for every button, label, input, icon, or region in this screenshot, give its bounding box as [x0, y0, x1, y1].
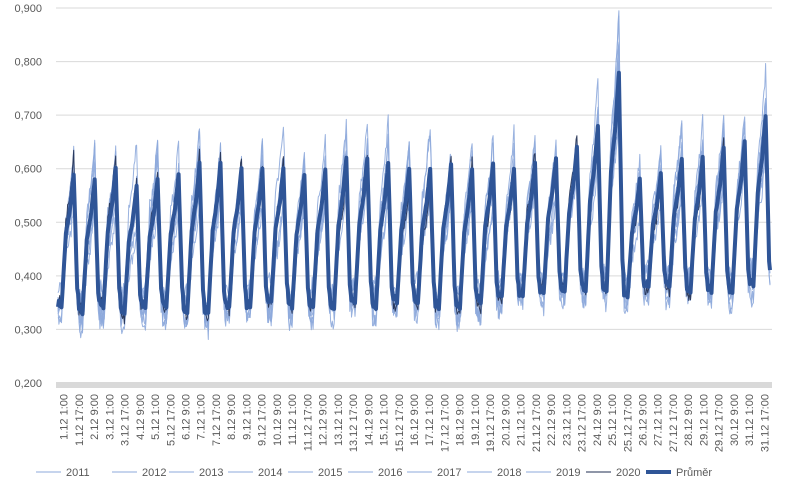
- x-tick-label: 25.12 1:00: [607, 394, 619, 446]
- y-tick-label: 0,600: [14, 164, 42, 176]
- x-tick-label: 29.12 1:00: [698, 394, 710, 446]
- legend-entry: 2014: [258, 467, 282, 479]
- x-tick-label: 5.12 1:00: [150, 394, 162, 440]
- x-tick-label: 9.12 17:00: [257, 394, 269, 446]
- x-tick-label: 17.12 17:00: [439, 394, 451, 452]
- x-tick-label: 16.12 9:00: [409, 394, 421, 446]
- x-tick-label: 11.12 17:00: [302, 394, 314, 451]
- legend-entry: 2020: [616, 467, 640, 479]
- legend-entry: 2019: [556, 467, 580, 479]
- x-tick-label: 3.12 17:00: [120, 394, 132, 446]
- x-tick-label: 5.12 17:00: [165, 394, 177, 446]
- y-tick-label: 0,800: [14, 57, 42, 69]
- legend-entry: 2011: [66, 467, 90, 479]
- x-tick-label: 15.12 17:00: [394, 394, 406, 452]
- x-axis-line: [56, 382, 772, 388]
- x-tick-label: 14.12 9:00: [363, 394, 375, 446]
- x-tick-label: 31.12 17:00: [759, 394, 771, 452]
- x-tick-label: 4.12 9:00: [135, 394, 147, 440]
- x-tick-label: 1.12 1:00: [59, 394, 71, 440]
- x-tick-label: 30.12 9:00: [729, 394, 741, 446]
- x-tick-label: 27.12 17:00: [668, 394, 680, 452]
- x-tick-label: 23.12 1:00: [561, 394, 573, 446]
- x-axis: 1.12 1:00 1.12 17:00 2.12 9:00 3.12 1:00 3.1…: [59, 394, 772, 452]
- x-tick-label: 25.12 17:00: [622, 394, 634, 452]
- x-tick-label: 13.12 17:00: [348, 394, 360, 452]
- y-tick-label: 0,200: [14, 378, 42, 390]
- x-tick-label: 12.12 9:00: [318, 394, 330, 446]
- x-tick-label: 9.12 1:00: [241, 394, 253, 440]
- x-tick-label: 17.12 1:00: [424, 394, 436, 446]
- y-tick-label: 0,900: [14, 3, 42, 15]
- x-tick-label: 27.12 1:00: [653, 394, 665, 446]
- x-tick-label: 20.12 9:00: [500, 394, 512, 446]
- x-tick-label: 15.12 1:00: [379, 394, 391, 446]
- y-tick-label: 0,300: [14, 324, 42, 336]
- series-line: [56, 70, 772, 317]
- x-tick-label: 19.12 1:00: [470, 394, 482, 446]
- x-tick-label: 18.12 9:00: [455, 394, 467, 446]
- legend: 2011 2012 2013 2014 2015 2016 2017 2018 2019 2020…: [36, 467, 712, 479]
- x-tick-label: 23.12 17:00: [577, 394, 589, 452]
- x-tick-label: 8.12 9:00: [226, 394, 238, 440]
- x-tick-label: 7.12 1:00: [196, 394, 208, 440]
- legend-entry: 2017: [437, 467, 461, 479]
- x-tick-label: 11.12 1:00: [287, 394, 299, 445]
- y-tick-label: 0,400: [14, 271, 42, 283]
- series-lines: [56, 10, 772, 340]
- x-tick-label: 21.12 1:00: [516, 394, 528, 446]
- x-tick-label: 31.12 1:00: [744, 394, 756, 446]
- x-tick-label: 10.12 9:00: [272, 394, 284, 446]
- x-tick-label: 3.12 1:00: [104, 394, 116, 440]
- x-tick-label: 2.12 9:00: [89, 394, 101, 440]
- x-tick-label: 13.12 1:00: [333, 394, 345, 446]
- y-tick-label: 0,500: [14, 217, 42, 229]
- x-tick-label: 21.12 17:00: [531, 394, 543, 452]
- x-tick-label: 19.12 17:00: [485, 394, 497, 452]
- y-axis: 0,200 0,300 0,400 0,500 0,600 0,700 0,800 0,900: [14, 3, 42, 390]
- legend-entry: 2015: [318, 467, 342, 479]
- legend-entry: 2013: [199, 467, 223, 479]
- legend-entry: 2018: [497, 467, 521, 479]
- x-tick-label: 6.12 9:00: [180, 394, 192, 440]
- x-tick-label: 29.12 17:00: [714, 394, 726, 452]
- legend-entry: 2016: [378, 467, 402, 479]
- y-tick-label: 0,700: [14, 110, 42, 122]
- x-tick-label: 24.12 9:00: [592, 394, 604, 446]
- x-tick-label: 1.12 17:00: [74, 394, 86, 446]
- x-tick-label: 28.12 9:00: [683, 394, 695, 446]
- x-tick-label: 22.12 9:00: [546, 394, 558, 446]
- legend-entry: 2012: [142, 467, 166, 479]
- x-tick-label: 7.12 17:00: [211, 394, 223, 446]
- x-tick-label: 26.12 9:00: [638, 394, 650, 446]
- legend-entry: Průměr: [676, 467, 712, 479]
